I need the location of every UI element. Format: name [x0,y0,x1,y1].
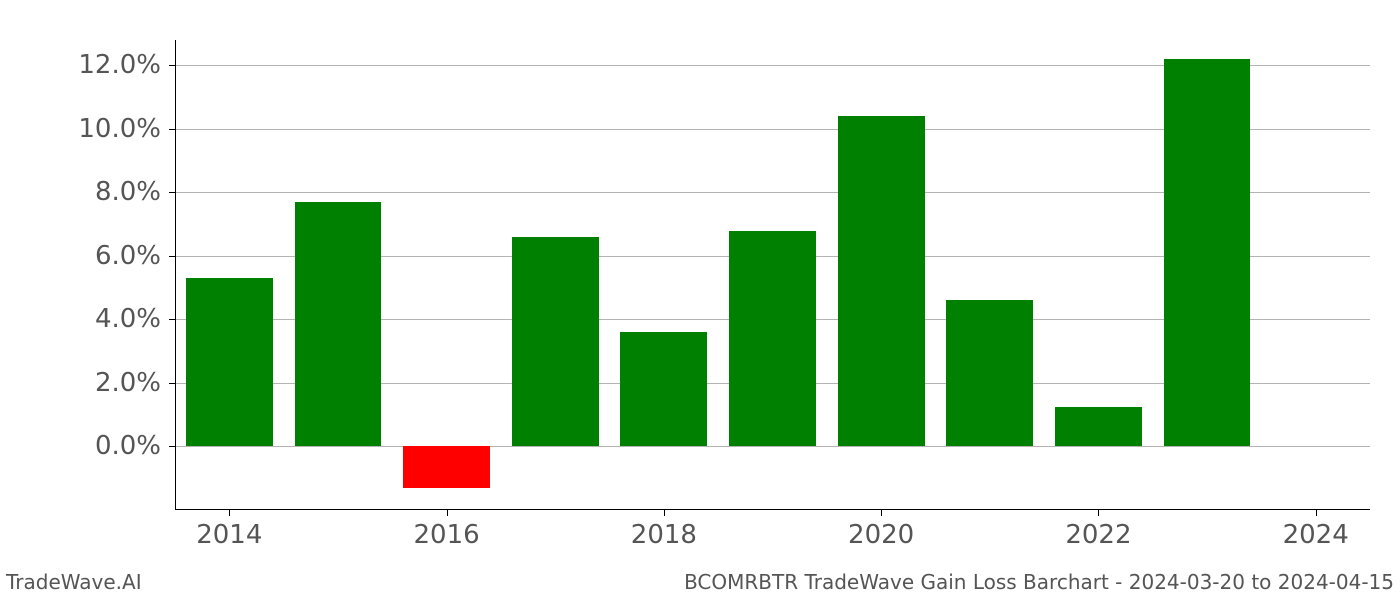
y-tick-label: 12.0% [78,50,175,80]
x-tick-label: 2016 [413,510,479,550]
plot-area: 0.0%2.0%4.0%6.0%8.0%10.0%12.0%2014201620… [175,40,1370,510]
bar [403,446,490,487]
x-axis-line [175,509,1370,510]
bar [946,300,1033,446]
bar [620,332,707,446]
y-tick-label: 10.0% [78,114,175,144]
footer-right-text: BCOMRBTR TradeWave Gain Loss Barchart - … [684,570,1394,594]
y-gridline [175,446,1370,447]
y-tick-label: 0.0% [95,431,175,461]
bar [729,231,816,447]
x-tick-label: 2024 [1283,510,1349,550]
y-tick-label: 8.0% [95,177,175,207]
y-axis-line [175,40,176,510]
bar [512,237,599,447]
x-tick-label: 2020 [848,510,914,550]
bar [1164,59,1251,446]
bar [838,116,925,446]
x-tick-label: 2014 [196,510,262,550]
y-tick-label: 6.0% [95,241,175,271]
bar [1055,407,1142,447]
x-tick-label: 2022 [1065,510,1131,550]
x-tick-label: 2018 [631,510,697,550]
y-tick-label: 2.0% [95,368,175,398]
bar [186,278,273,446]
footer-left-text: TradeWave.AI [6,570,142,594]
figure: 0.0% 2.0% 4.0% 6.0% 8.0% 10.0% 12.0% 2014 2016 20… [0,0,1400,600]
bar [295,202,382,447]
y-tick-label: 4.0% [95,304,175,334]
